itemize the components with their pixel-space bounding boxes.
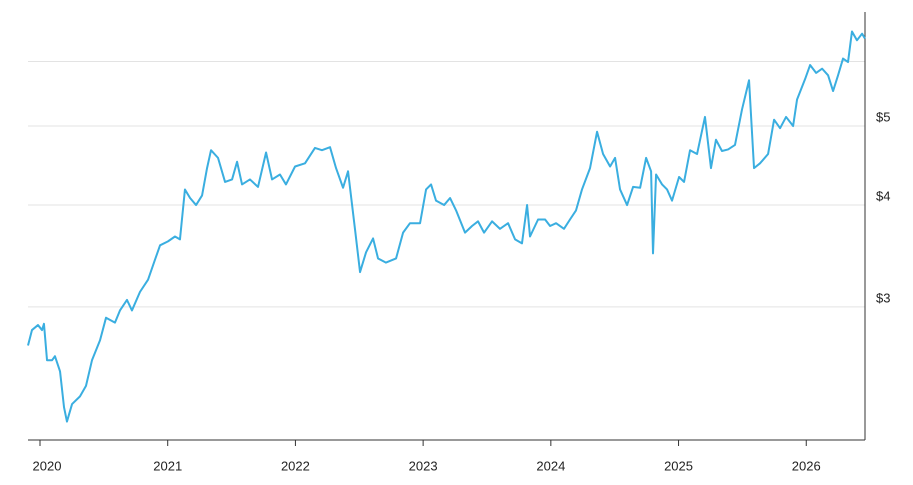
- x-tick-label: 2026: [792, 458, 821, 473]
- price-line: [27, 30, 866, 423]
- x-tick-label: 2022: [281, 458, 310, 473]
- x-tick-label: 2025: [664, 458, 693, 473]
- x-tick-label: 2021: [153, 458, 182, 473]
- x-tick-label: 2020: [33, 458, 62, 473]
- y-tick-label: $4: [876, 188, 890, 203]
- x-tick-label: 2023: [409, 458, 438, 473]
- y-tick-label: $3: [876, 290, 890, 305]
- y-tick-label: $5: [876, 109, 890, 124]
- x-tick-label: 2024: [536, 458, 565, 473]
